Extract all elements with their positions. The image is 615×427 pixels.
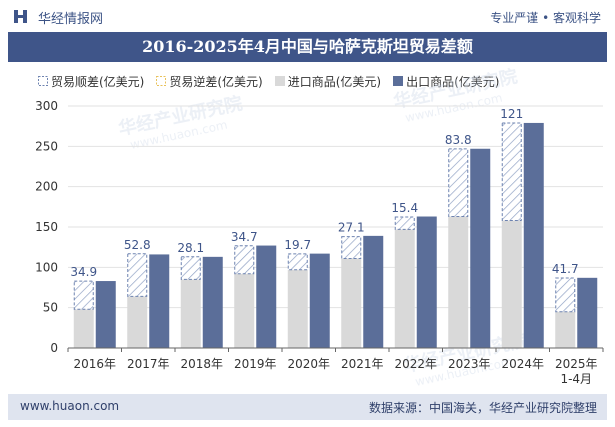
legend-item-import: 进口商品(亿美元) [274, 73, 382, 90]
bar-import [555, 311, 576, 348]
bar-export [309, 253, 330, 348]
x-tick-label: 2019年 [234, 357, 277, 371]
y-tick-label: 250 [35, 139, 58, 153]
legend-swatch-import [274, 76, 285, 86]
y-tick-label: 300 [35, 99, 58, 113]
bar-import [501, 220, 522, 348]
y-tick-label: 0 [50, 341, 58, 355]
bar-import [73, 309, 94, 348]
bar-surplus [341, 236, 362, 259]
bar-export [416, 216, 437, 348]
legend-label-import: 进口商品(亿美元) [287, 74, 382, 89]
y-tick-label: 50 [43, 301, 58, 315]
brand-name: 华经情报网 [38, 12, 104, 27]
legend-swatch-surplus [38, 76, 48, 86]
legend-swatch-deficit [156, 76, 167, 86]
data-label-surplus: 28.1 [177, 241, 204, 255]
bar-import [448, 216, 469, 348]
data-label-surplus: 41.7 [552, 262, 579, 276]
y-tick-label: 200 [35, 180, 58, 194]
bar-export [577, 277, 598, 348]
bar-export [256, 245, 277, 348]
bar-export [202, 256, 223, 348]
title-bar: 2016-2025年4月中国与哈萨克斯坦贸易差额 [8, 32, 607, 62]
tagline: 专业严谨 • 客观科学 [490, 11, 601, 25]
legend-item-surplus: 贸易顺差(亿美元) [38, 73, 144, 90]
bar-import [287, 269, 308, 348]
bar-import [180, 279, 201, 348]
x-tick-label: 2021年 [341, 357, 384, 371]
data-label-surplus: 15.4 [391, 201, 418, 215]
bar-surplus [501, 122, 522, 222]
legend: 贸易顺差(亿美元) 贸易逆差(亿美元) 进口商品(亿美元) 出口商品(亿美元) [38, 72, 512, 90]
data-label-surplus: 19.7 [284, 238, 311, 252]
bar-export [95, 281, 116, 348]
legend-item-deficit: 贸易逆差(亿美元) [156, 73, 263, 90]
y-tick-label: 150 [35, 220, 58, 234]
data-label-surplus: 52.8 [124, 238, 151, 252]
bar-surplus [555, 277, 576, 313]
x-tick-label: 2018年 [180, 357, 223, 371]
x-tick-label: 2020年 [287, 357, 330, 371]
bar-surplus [180, 256, 201, 280]
footer-website[interactable]: www.huaon.com [20, 399, 120, 413]
x-tick-label: 2022年 [394, 357, 437, 371]
data-label-surplus: 34.7 [231, 230, 258, 244]
bar-export [149, 254, 170, 348]
data-label-surplus: 121 [500, 107, 523, 121]
logo-icon [14, 10, 27, 23]
bar-surplus [394, 216, 415, 230]
legend-swatch-export [393, 76, 404, 86]
bar-surplus [287, 253, 308, 271]
data-label-surplus: 34.9 [70, 265, 97, 279]
x-tick-label: 1-4月 [560, 372, 592, 386]
data-label-surplus: 27.1 [338, 221, 365, 235]
legend-item-export: 出口商品(亿美元) [393, 73, 500, 90]
bar-surplus [448, 148, 469, 218]
x-tick-label: 2023年 [448, 357, 491, 371]
footer-source: 数据来源：中国海关，华经产业研究院整理 [368, 401, 597, 415]
top-bar: 华经情报网 专业严谨 • 客观科学 [0, 0, 615, 32]
bar-export [523, 122, 544, 348]
axes: 0 50 100 150 200 250 300 2016年 2017年 2018年 2019年 20… [35, 99, 604, 386]
bar-export [470, 148, 491, 348]
legend-label-export: 出口商品(亿美元) [406, 74, 500, 89]
legend-label-deficit: 贸易逆差(亿美元) [169, 74, 263, 89]
bar-export [363, 235, 384, 348]
x-tick-label: 2024年 [501, 357, 544, 371]
bar-import [127, 296, 148, 348]
chart-title: 2016-2025年4月中国与哈萨克斯坦贸易差额 [142, 37, 473, 56]
bars: 34.9 52.8 28.1 34.7 19.7 27.1 15.4 83.8 121 41.7 [70, 107, 598, 348]
x-tick-label: 2025年 [555, 357, 598, 371]
x-tick-label: 2016年 [73, 357, 116, 371]
y-tick-label: 100 [35, 260, 58, 274]
footer-bar: www.huaon.com 数据来源：中国海关，华经产业研究院整理 [8, 394, 607, 420]
legend-label-surplus: 贸易顺差(亿美元) [51, 74, 145, 89]
bar-import [394, 229, 415, 348]
bar-surplus [73, 280, 94, 310]
bar-import [234, 273, 255, 348]
bar-import [341, 258, 362, 348]
data-label-surplus: 83.8 [445, 133, 472, 147]
x-tick-label: 2017年 [127, 357, 170, 371]
bar-surplus [234, 245, 255, 275]
bar-surplus [127, 253, 148, 297]
